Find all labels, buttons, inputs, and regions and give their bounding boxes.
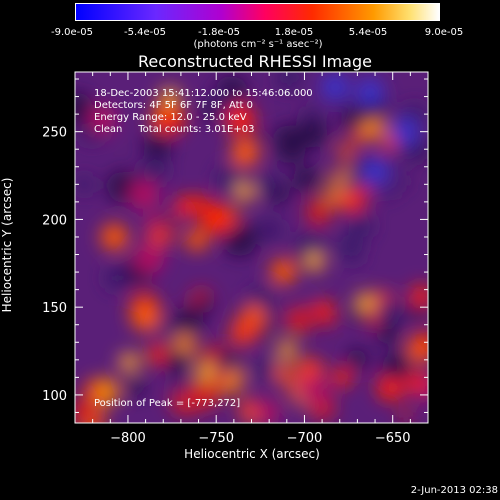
intensity-blob bbox=[131, 302, 160, 331]
intensity-blob bbox=[305, 199, 332, 226]
intensity-negative-region bbox=[361, 158, 389, 186]
intensity-blob bbox=[160, 221, 173, 234]
date-stamp: 2-Jun-2013 02:38 bbox=[410, 485, 498, 496]
intensity-blob bbox=[323, 180, 338, 195]
intensity-blob bbox=[274, 364, 293, 383]
intensity-blob bbox=[259, 218, 282, 241]
intensity-blob bbox=[276, 134, 306, 164]
intensity-blob bbox=[348, 213, 374, 238]
intensity-hotspot bbox=[196, 363, 214, 381]
colorbar-gradient bbox=[76, 4, 439, 20]
time-range-label: 18-Dec-2003 15:41:12.000 to 15:46:06.000 bbox=[94, 88, 313, 99]
intensity-blob bbox=[252, 357, 278, 382]
intensity-blob bbox=[382, 352, 413, 383]
intensity-blob bbox=[341, 175, 361, 195]
intensity-hotspot bbox=[306, 253, 324, 271]
intensity-blob bbox=[215, 373, 230, 387]
colorbar-tick-label: 9.0e-05 bbox=[424, 27, 464, 38]
intensity-blob bbox=[174, 306, 204, 335]
algorithm-counts-label: Clean Total counts: 3.01E+03 bbox=[94, 124, 255, 135]
intensity-blob bbox=[142, 157, 168, 183]
intensity-blob bbox=[239, 398, 256, 415]
intensity-blob bbox=[223, 224, 256, 257]
intensity-blob bbox=[313, 300, 334, 321]
intensity-blob bbox=[297, 376, 329, 407]
intensity-blob bbox=[172, 379, 189, 396]
energy-range-label: Energy Range: 12.0 - 25.0 keV bbox=[94, 112, 247, 123]
intensity-negative-region bbox=[321, 73, 349, 101]
intensity-blob bbox=[217, 359, 232, 375]
intensity-blob bbox=[145, 214, 162, 231]
intensity-blob bbox=[133, 242, 165, 274]
colorbar-tick-label: -9.0e-05 bbox=[51, 27, 93, 38]
intensity-blob bbox=[346, 348, 368, 370]
x-tick-label: −650 bbox=[375, 431, 411, 446]
colorbar-tick-label: 1.8e-05 bbox=[274, 27, 314, 38]
peak-position-label: Position of Peak = [-773,272] bbox=[94, 398, 241, 409]
colorbar bbox=[75, 3, 440, 21]
detectors-label: Detectors: 4F 5F 6F 7F 8F, Att 0 bbox=[94, 100, 254, 111]
colorbar-tick-label: -5.4e-05 bbox=[124, 27, 166, 38]
y-tick-label: 200 bbox=[42, 213, 67, 228]
y-tick-label: 150 bbox=[42, 301, 67, 316]
intensity-blob bbox=[304, 106, 320, 122]
intensity-blob bbox=[84, 381, 98, 395]
intensity-blob bbox=[100, 223, 128, 251]
intensity-blob bbox=[293, 166, 319, 192]
intensity-blob bbox=[399, 408, 413, 421]
colorbar-tick-label: -1.8e-05 bbox=[198, 27, 240, 38]
intensity-blob bbox=[143, 131, 172, 160]
intensity-blob bbox=[163, 347, 191, 374]
x-tick-label: −800 bbox=[110, 431, 146, 446]
intensity-blob bbox=[104, 266, 128, 290]
intensity-blob bbox=[332, 367, 352, 388]
x-axis-label: Heliocentric X (arcsec) bbox=[184, 447, 320, 461]
intensity-negative-region bbox=[391, 118, 419, 146]
intensity-blob bbox=[231, 139, 259, 167]
x-tick-label: −700 bbox=[287, 431, 323, 446]
intensity-blob bbox=[175, 196, 196, 217]
intensity-blob bbox=[129, 179, 160, 210]
intensity-blob bbox=[375, 298, 403, 326]
intensity-hotspot bbox=[236, 183, 254, 201]
intensity-blob bbox=[185, 228, 208, 251]
intensity-blob bbox=[394, 175, 409, 189]
intensity-blob bbox=[270, 308, 284, 323]
intensity-blob bbox=[256, 172, 278, 194]
y-tick-label: 100 bbox=[42, 389, 67, 404]
intensity-blob bbox=[285, 306, 313, 334]
intensity-blob bbox=[382, 186, 395, 200]
intensity-blob bbox=[196, 294, 214, 313]
intensity-blob bbox=[270, 258, 297, 285]
intensity-blob bbox=[126, 378, 145, 397]
colorbar-tick-label: 5.4e-05 bbox=[348, 27, 388, 38]
intensity-blob bbox=[221, 208, 239, 226]
intensity-hotspot bbox=[121, 353, 139, 371]
y-tick-label: 250 bbox=[42, 126, 67, 141]
x-tick-label: −750 bbox=[198, 431, 234, 446]
intensity-blob bbox=[245, 316, 258, 329]
chart-title: Reconstructed RHESSI Image bbox=[138, 52, 372, 71]
intensity-hotspot bbox=[278, 341, 296, 359]
intensity-blob bbox=[341, 106, 366, 131]
intensity-blob bbox=[75, 175, 94, 194]
intensity-negative-region bbox=[356, 78, 384, 106]
intensity-blob bbox=[337, 143, 353, 159]
intensity-blob bbox=[347, 253, 360, 266]
intensity-hotspot bbox=[356, 293, 374, 311]
colorbar-unit: (photons cm⁻² s⁻¹ asec⁻²) bbox=[193, 39, 323, 50]
